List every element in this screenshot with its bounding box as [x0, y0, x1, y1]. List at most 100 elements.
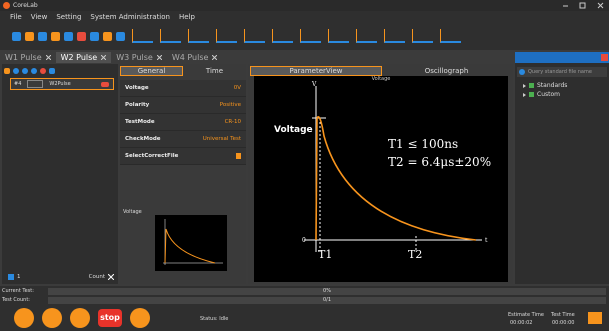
preview-title: Voltage — [123, 209, 142, 215]
search-box[interactable]: Query standard file name — [517, 67, 607, 77]
property-name: SelectCorrectFile — [125, 153, 179, 159]
preview-thumbnail — [155, 215, 227, 271]
menu-item[interactable]: Setting — [56, 12, 82, 21]
left-toolbar — [4, 66, 116, 75]
file-tab[interactable]: W3 Pulse — [111, 52, 167, 63]
panel-header — [515, 52, 609, 63]
menu-item[interactable]: System Administration — [90, 12, 170, 21]
property-name: Voltage — [125, 85, 149, 91]
tab-label: W1 Pulse — [5, 53, 42, 62]
file-button[interactable] — [70, 308, 90, 328]
waveform-button[interactable] — [300, 29, 321, 43]
waveform-title: Voltage — [372, 76, 391, 82]
tree-label: Standards — [537, 82, 568, 89]
waveform: Voltage V t 0 Voltage T1 ≤ 100ns T2 = 6.… — [254, 76, 508, 282]
tool-button[interactable] — [90, 31, 99, 41]
tree-node[interactable]: Custom — [523, 90, 567, 99]
waveform-button[interactable] — [384, 29, 405, 43]
app-icon — [3, 2, 10, 9]
waveform-button[interactable] — [328, 29, 349, 43]
waveform-button[interactable] — [160, 29, 181, 43]
panel-close[interactable] — [601, 54, 608, 61]
property-value: Positive — [219, 102, 241, 108]
waveform-button[interactable] — [216, 29, 237, 43]
tab-close[interactable] — [45, 55, 51, 60]
property-grid: Voltage 0V Polarity Positive TestMode CR-10 Ch… — [120, 80, 246, 165]
standards-panel: Query standard file name Standards Custom — [515, 52, 609, 284]
waveform-button[interactable] — [188, 29, 209, 43]
tool-button[interactable] — [77, 31, 86, 41]
status-label: Status: — [200, 316, 218, 322]
tab-label: W2 Pulse — [60, 53, 98, 62]
count-close[interactable] — [108, 274, 114, 280]
property-name: CheckMode — [125, 136, 161, 142]
waveform-button[interactable] — [272, 29, 293, 43]
tree: Standards Custom — [523, 81, 567, 99]
test-time-label: Test Time — [551, 312, 575, 318]
item-id: #4 — [14, 81, 22, 87]
search-placeholder: Query standard file name — [528, 69, 592, 75]
item-thumb — [27, 80, 44, 88]
property-row[interactable]: Voltage 0V — [120, 80, 246, 97]
tool-button[interactable] — [38, 31, 47, 41]
file-tab[interactable]: W2 Pulse — [55, 52, 112, 63]
settings-tab[interactable]: Time — [205, 67, 224, 75]
count-label: Count — [88, 274, 105, 280]
file-tab[interactable]: W1 Pulse — [0, 52, 56, 63]
test-item[interactable]: #4 W2Pulse — [10, 78, 114, 90]
x-axis: t — [485, 237, 488, 244]
title-bar: CoreLab — [0, 0, 609, 11]
tool-button[interactable] — [51, 31, 60, 41]
y-label: Voltage — [274, 125, 313, 135]
waveform-button[interactable] — [356, 29, 377, 43]
shield-button[interactable] — [130, 308, 150, 328]
play-button[interactable] — [14, 308, 34, 328]
property-name: TestMode — [125, 119, 155, 125]
report-icon[interactable] — [588, 312, 602, 324]
menu-item[interactable]: File — [10, 12, 22, 21]
waveform-button[interactable] — [412, 29, 433, 43]
tool-button[interactable] — [103, 31, 112, 41]
tree-node[interactable]: Standards — [523, 81, 567, 90]
stop-button[interactable]: stop — [98, 309, 122, 327]
menu-item[interactable]: Help — [178, 12, 195, 21]
waveform-button[interactable] — [132, 29, 153, 43]
property-row[interactable]: TestMode CR-10 — [120, 114, 246, 131]
waveform-button[interactable] — [440, 29, 461, 43]
settings-panel: General Time Voltage 0V Polarity Positive Te… — [120, 64, 246, 284]
t1-formula: T1 ≤ 100ns — [388, 137, 458, 151]
view-tabs: ParameterView Oscillograph — [250, 66, 511, 76]
window-controls[interactable] — [560, 0, 609, 11]
view-tab[interactable]: Oscillograph — [424, 67, 469, 75]
control-buttons: stop — [14, 307, 150, 329]
current-test-progress: 0% — [48, 288, 606, 295]
view-tab[interactable]: ParameterView — [250, 66, 382, 76]
item-badge — [101, 81, 109, 87]
tool-button[interactable] — [25, 31, 34, 41]
tool-button[interactable] — [12, 31, 21, 41]
property-value: Universal Test — [202, 136, 241, 142]
menu-item[interactable]: View — [30, 12, 48, 21]
tool-button[interactable] — [64, 31, 73, 41]
test-count-label: Test Count: — [2, 297, 30, 303]
property-row[interactable]: CheckMode Universal Test — [120, 131, 246, 148]
tab-label: W3 Pulse — [116, 53, 153, 62]
app-title: CoreLab — [13, 2, 38, 9]
file-tab[interactable]: W4 Pulse — [167, 52, 223, 63]
property-row[interactable]: Polarity Positive — [120, 97, 246, 114]
file-icon[interactable] — [236, 153, 241, 159]
property-value: CR-10 — [224, 119, 241, 125]
estimate-time: 00:00:02 — [510, 320, 533, 326]
test-count-progress: 0/1 — [48, 297, 606, 304]
waveform-button[interactable] — [244, 29, 265, 43]
status-value: Idle — [219, 316, 229, 322]
tool-button[interactable] — [116, 31, 125, 41]
current-test-label: Current Test: — [2, 288, 34, 294]
left-footer: 1 Count — [8, 272, 114, 282]
settings-tab[interactable]: General — [120, 66, 183, 76]
tab-close[interactable] — [156, 55, 162, 60]
user-button[interactable] — [42, 308, 62, 328]
property-row[interactable]: SelectCorrectFile — [120, 148, 246, 165]
tab-close[interactable] — [212, 55, 218, 60]
tab-close[interactable] — [101, 55, 107, 60]
